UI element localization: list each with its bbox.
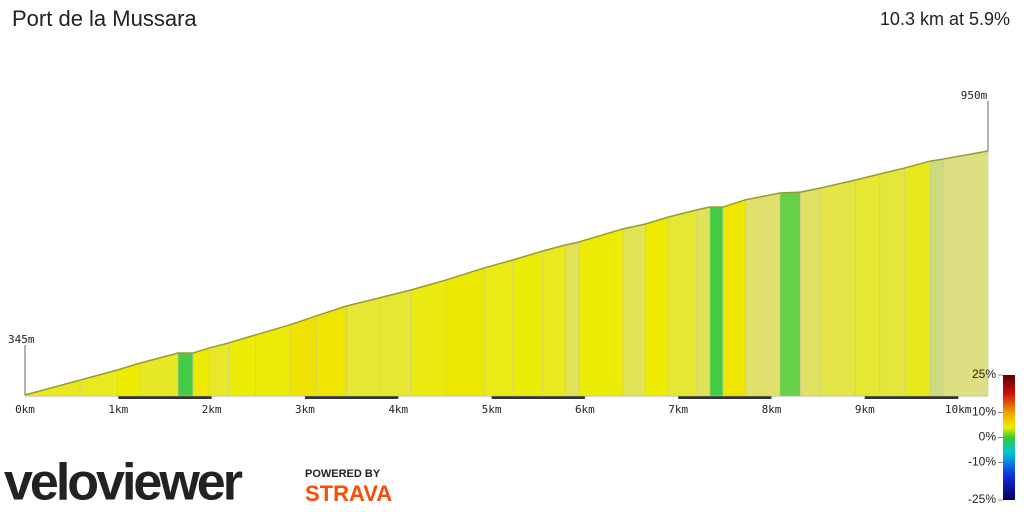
profile-segment xyxy=(819,179,856,397)
x-tick-label: 8km xyxy=(762,403,782,416)
colorbar-tick-label: 25% xyxy=(972,367,996,381)
annotation-label: 345m xyxy=(8,333,35,346)
colorbar-tick-label: 10% xyxy=(972,405,996,419)
colorbar-tick-label: -10% xyxy=(968,455,996,469)
annotation-label: 950m xyxy=(961,89,988,102)
x-tick-label: 1km xyxy=(108,403,128,416)
x-tick-label: 10km xyxy=(945,403,972,416)
profile-segment xyxy=(645,216,669,397)
x-tick-label: 3km xyxy=(295,403,315,416)
profile-segment xyxy=(192,347,211,397)
km-bar xyxy=(864,396,959,399)
profile-segment xyxy=(942,150,989,397)
x-tick-label: 2km xyxy=(202,403,222,416)
profile-segment xyxy=(209,342,229,397)
km-bar xyxy=(678,396,772,399)
profile-segment xyxy=(904,160,931,397)
profile-segment xyxy=(800,187,821,397)
gradient-colorbar xyxy=(1003,375,1015,500)
colorbar-tick-label: 0% xyxy=(979,430,997,444)
profile-segment xyxy=(855,173,881,397)
colorbar-tick-label: -25% xyxy=(968,492,996,506)
chart-subtitle: 10.3 km at 5.9% xyxy=(880,9,1010,29)
profile-segment xyxy=(722,199,746,397)
x-tick-label: 7km xyxy=(668,403,688,416)
profile-segment xyxy=(542,244,566,397)
profile-segment xyxy=(410,279,447,397)
profile-segment xyxy=(779,191,801,397)
profile-segment xyxy=(709,206,724,397)
profile-segment xyxy=(255,324,291,397)
profile-segment xyxy=(578,228,624,397)
km-bar xyxy=(118,396,212,399)
profile-segment xyxy=(667,209,698,397)
profile-segment xyxy=(445,267,485,397)
profile-segment xyxy=(228,334,256,397)
profile-segment xyxy=(512,250,544,397)
profile-segment xyxy=(929,158,944,397)
profile-segment xyxy=(483,259,514,397)
km-bar xyxy=(304,396,399,399)
profile-segment xyxy=(177,352,194,397)
profile-segment xyxy=(289,315,317,397)
profile-segment xyxy=(745,192,781,397)
profile-line xyxy=(24,150,989,396)
x-tick-label: 5km xyxy=(482,403,502,416)
km-bar xyxy=(491,396,585,399)
strava-logo: STRAVA xyxy=(305,481,392,506)
x-tick-label: 0km xyxy=(15,403,35,416)
x-tick-label: 6km xyxy=(575,403,595,416)
profile-segment xyxy=(346,297,380,397)
profile-segment xyxy=(879,167,906,397)
logo: veloviewer xyxy=(4,454,243,512)
profile-segment xyxy=(696,206,711,397)
powered-by: POWERED BY xyxy=(305,468,381,480)
profile-segment xyxy=(139,352,179,397)
profile-segment xyxy=(79,369,118,397)
profile-segment xyxy=(117,362,141,397)
profile-segment xyxy=(622,223,646,397)
profile-segment xyxy=(379,289,411,397)
profile-segment xyxy=(315,305,348,397)
x-tick-label: 9km xyxy=(855,403,875,416)
profile-segment xyxy=(564,241,579,397)
chart-title: Port de la Mussara xyxy=(12,6,197,31)
x-tick-label: 4km xyxy=(388,403,408,416)
